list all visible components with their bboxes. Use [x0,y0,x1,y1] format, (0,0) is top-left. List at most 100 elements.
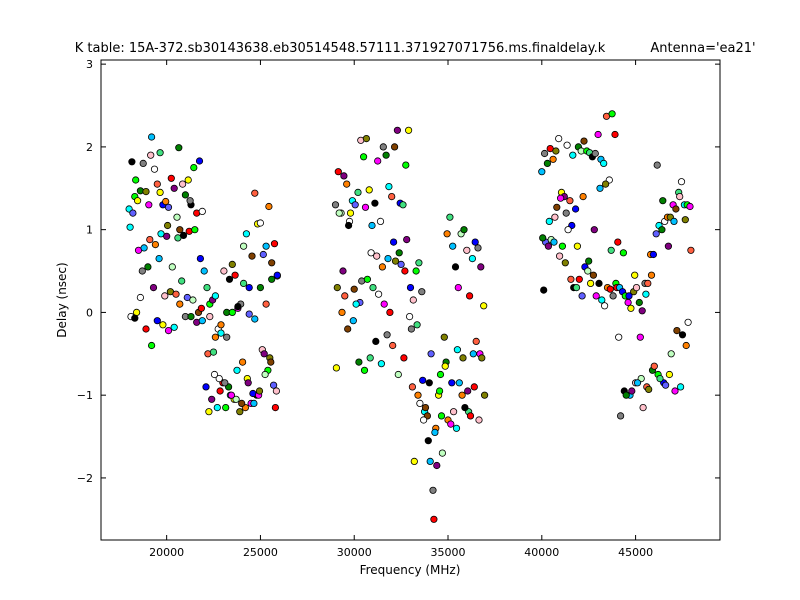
data-point [352,300,360,308]
y-tick-label: −2 [77,472,93,485]
data-point [217,321,225,329]
data-point [196,255,204,263]
data-point [170,323,178,331]
data-point [162,197,170,206]
data-point [461,403,469,412]
data-point [202,383,210,391]
data-point [140,244,148,252]
data-point [609,292,617,300]
data-point [341,292,349,300]
data-point [334,168,342,176]
data-point [592,292,600,300]
data-point [339,267,347,275]
data-point [408,383,416,391]
data-point [465,292,474,300]
data-point [561,259,569,267]
data-point [650,362,658,370]
data-point [359,153,368,161]
data-point [354,188,362,196]
data-point [416,399,424,407]
data-point [175,144,183,152]
data-point [190,164,198,172]
data-point [591,149,599,158]
x-tick-label: 30000 [337,546,372,559]
data-point [181,191,189,199]
data-point [376,217,385,225]
data-point [627,304,635,312]
data-point [245,283,253,292]
x-tick-label: 35000 [431,546,466,559]
chart-title: K table: 15A-372.sb30143638.eb30514548.5… [75,41,606,56]
data-point [426,457,434,465]
data-point [221,379,229,387]
data-point [156,188,164,196]
data-point [155,255,163,263]
data-point [217,329,225,337]
data-point [418,288,426,296]
x-axis: 20000 25000 30000 35000 40000 45000 [149,60,653,559]
data-point [168,263,176,271]
data-point [436,370,445,379]
data-point [388,193,396,201]
data-point [362,135,370,143]
data-point [452,424,461,432]
data-point [159,321,167,329]
data-point [390,143,399,151]
data-point [606,285,614,293]
chart-subtitle: Antenna='ea21' [650,41,755,56]
data-point [164,203,173,211]
data-point [363,275,371,283]
data-point [179,231,188,239]
data-point [424,437,432,445]
data-point [261,370,269,379]
data-point [215,374,223,383]
data-point [575,275,583,283]
data-point [667,350,675,358]
data-point [139,159,147,167]
data-point [600,159,608,167]
data-point [678,331,687,339]
y-axis: −2 −1 0 1 2 3 [77,58,720,485]
data-point [540,149,549,158]
data-point [366,354,374,362]
data-point [433,461,441,470]
data-point [656,374,664,383]
data-point [409,296,417,304]
data-point [189,296,197,304]
data-point [402,161,410,169]
data-point [367,249,375,257]
data-point [624,298,632,307]
data-point [673,326,681,335]
data-point [647,271,656,279]
data-point [161,292,169,300]
data-point [614,238,622,246]
data-point [255,387,264,395]
data-point [573,242,582,250]
data-point [150,165,159,173]
data-point [148,133,156,141]
data-point [373,252,381,260]
data-point [231,271,239,279]
data-point [239,358,247,366]
data-point [544,242,553,250]
data-point [273,271,281,279]
data-point [430,515,438,523]
data-point [464,387,472,395]
data-point [579,193,587,201]
data-point [636,333,644,341]
data-point [472,337,480,345]
data-point [397,260,405,268]
data-point [477,263,485,271]
data-point [146,236,154,244]
data-point [400,354,408,362]
data-point [191,226,199,234]
data-point [256,283,264,292]
data-point [269,381,278,389]
data-point [128,158,136,166]
data-point [590,226,598,234]
data-point [431,428,439,436]
data-point [632,283,641,292]
data-point [664,242,673,250]
data-point [331,201,340,209]
data-point [598,296,606,304]
